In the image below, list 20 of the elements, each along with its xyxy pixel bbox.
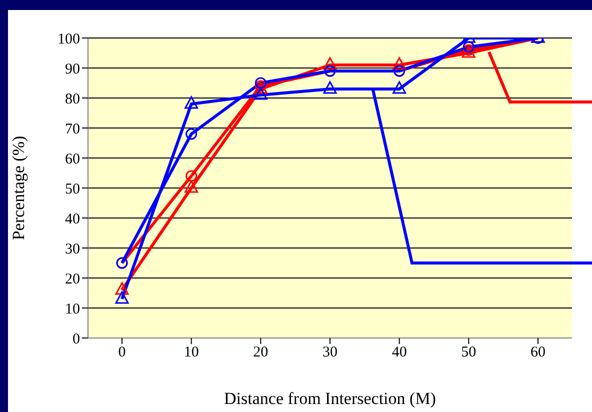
y-tick-label: 20 xyxy=(65,271,80,288)
x-tick-label: 10 xyxy=(184,344,199,361)
x-tick-label: 50 xyxy=(461,344,476,361)
y-tick-label: 50 xyxy=(65,181,80,198)
y-tick-label: 90 xyxy=(65,61,80,78)
x-tick-label: 30 xyxy=(322,344,338,361)
y-tick-label: 30 xyxy=(65,241,80,258)
y-tick-label: 70 xyxy=(65,121,80,138)
x-tick-label: 40 xyxy=(392,344,407,361)
y-tick-label: 40 xyxy=(65,211,80,228)
x-tick-label: 20 xyxy=(253,344,268,361)
y-tick-label: 80 xyxy=(65,91,80,108)
x-tick-label: 0 xyxy=(118,344,126,361)
x-axis-title: Distance from Intersection (M) xyxy=(224,389,436,408)
x-tick-label: 60 xyxy=(530,344,546,361)
y-tick-label: 10 xyxy=(65,301,80,318)
y-tick-label: 100 xyxy=(58,31,80,48)
y-tick-label: 0 xyxy=(72,331,80,348)
y-axis-title: Percentage (%) xyxy=(9,136,28,240)
y-tick-label: 60 xyxy=(65,151,80,168)
